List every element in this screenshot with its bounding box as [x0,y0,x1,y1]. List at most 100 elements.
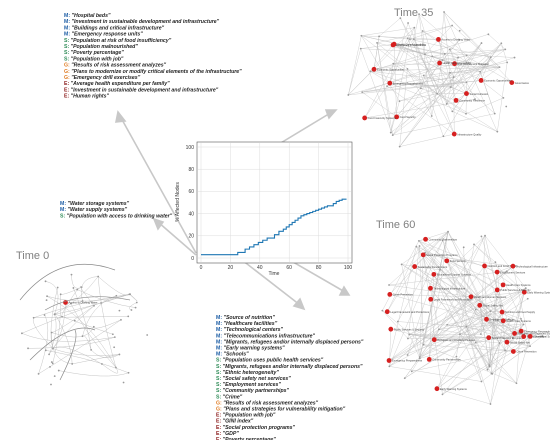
node [419,87,422,90]
item-text: "Crime" [223,394,243,400]
edges [382,231,543,405]
node [498,342,501,344]
affected-node [423,236,428,242]
node [494,261,497,264]
node [480,235,483,238]
node [388,365,391,368]
edge [93,319,122,329]
node [474,98,476,101]
edge [418,13,467,56]
node-label: Access to Drinking Water [441,38,470,42]
node [407,22,409,24]
edge [512,266,531,347]
affected-node [499,309,505,315]
edge [454,49,506,64]
category-code: M: [60,207,68,213]
list-item: M: "Emergency response units" [64,32,143,38]
edge [442,320,504,395]
node [489,56,492,59]
edge [376,42,391,133]
item-text: "Social protection programs" [223,425,296,431]
edge [497,266,514,273]
edge [436,319,487,389]
node [73,319,76,322]
edge [513,336,531,352]
node-label: Community Partnerships [429,237,458,241]
node [80,286,83,289]
edge [452,43,502,112]
edge [480,67,500,81]
node [457,56,459,59]
affected-node [436,37,441,42]
category-code: S: [64,50,71,56]
edge [433,274,482,382]
node [505,270,508,273]
node [71,363,74,365]
edge [503,320,506,351]
node-label: Risk Assessment Mitigation [458,62,490,66]
list-item: M: "Investment in sustainable developmen… [64,19,220,25]
edge [400,18,447,105]
category-code: S: [64,56,71,62]
edge [432,56,451,88]
node [541,335,544,337]
edge [394,43,425,55]
edge [392,42,482,136]
edge [489,272,498,367]
edge [392,49,506,136]
edge [399,68,408,147]
edge [382,310,424,345]
list-item: E: "Average health expenditure per famil… [64,81,170,87]
node [37,372,40,375]
affected-nodes-chart: 0 20 40 60 80 100 0 20 40 60 80 100 Time % Affecte… [175,141,352,277]
series-line [201,198,347,256]
edge [490,320,504,405]
edge [97,276,117,368]
affected-node [387,80,393,86]
category-code: G: [216,407,223,413]
edge [394,44,451,88]
category-code: M: [216,352,224,358]
edge [442,336,531,395]
node [465,54,468,57]
item-text: "Community partnerships" [223,388,290,394]
node [81,300,84,302]
edge [443,57,491,137]
node [431,55,434,58]
node [111,333,114,336]
edge [416,246,467,327]
edge [409,39,453,112]
category-code: G: [64,63,71,69]
node [439,268,442,271]
node [413,26,416,29]
edge [463,247,467,327]
edge [439,62,447,104]
item-text: "Population with job" [71,56,124,62]
node [50,361,53,363]
node [526,297,529,300]
edge [447,231,504,321]
edge [419,287,526,358]
list-item: S: "Population with job" [64,56,124,62]
node [45,299,48,301]
edge [490,292,525,405]
node-label: Crime Prevention [393,293,414,297]
item-text: "GDP" [223,431,240,437]
edge [58,370,129,377]
edge [443,11,452,88]
node-label: Social Safety Net [483,303,503,307]
edge [54,313,73,364]
node [438,328,440,331]
node [505,105,508,108]
edge [364,85,388,119]
edge [480,57,491,81]
category-code: S: [216,370,223,376]
edge [399,66,500,102]
edge [446,43,502,105]
node [69,302,72,305]
edge [452,111,498,132]
node-label: Food Insecurity Systems [368,116,397,120]
item-text: "Emergency drill exercises" [71,75,140,81]
edge [438,329,531,347]
edge [456,244,475,357]
